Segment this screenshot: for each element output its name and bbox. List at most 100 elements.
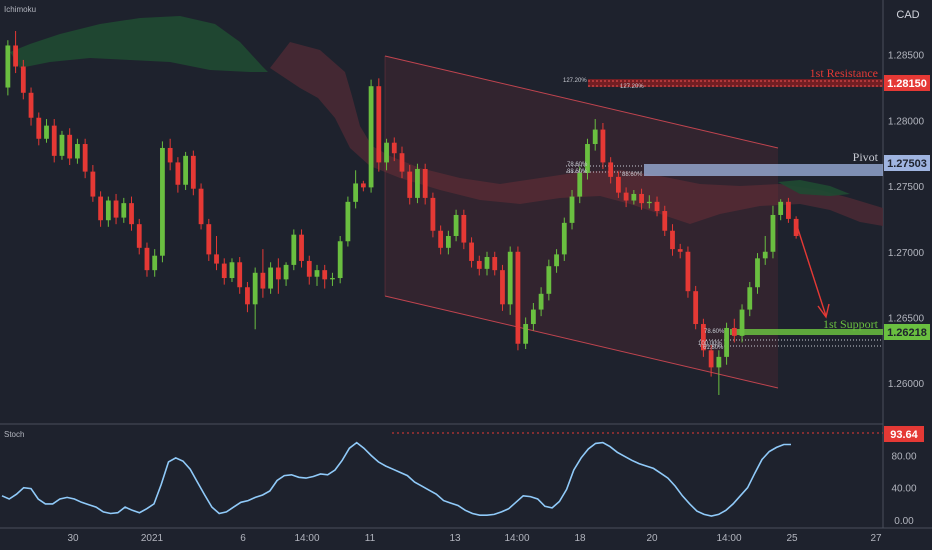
stoch-indicator-label[interactable]: Stoch (4, 430, 24, 439)
candle (724, 322, 729, 365)
candle (600, 122, 606, 169)
candle (221, 258, 227, 285)
candle-body (685, 251, 691, 292)
candle-body (167, 147, 173, 163)
candle (322, 264, 328, 289)
candle-body (36, 117, 42, 139)
candle-body (121, 203, 127, 218)
candle-body (136, 224, 142, 248)
candle-body (422, 168, 428, 198)
candle-body (98, 196, 103, 221)
candle (51, 119, 57, 163)
candle (569, 190, 575, 230)
candle (198, 183, 204, 230)
candle-body (175, 162, 181, 185)
candle-body (5, 45, 11, 88)
candle-body (260, 272, 266, 289)
candle (160, 141, 165, 263)
pivot-badge: 1.27503 (884, 155, 930, 171)
candle-body (384, 142, 389, 163)
candle-body (500, 270, 505, 305)
candle (337, 235, 343, 284)
time-tick-label: 27 (870, 533, 882, 544)
price-tick-label: 1.27500 (888, 182, 925, 193)
candle-body (190, 155, 196, 189)
candle-body (438, 230, 444, 248)
candle (121, 197, 127, 223)
price-axis[interactable]: 1.26000 1.26500 1.27000 1.27500 1.28000 1.285… (888, 51, 925, 390)
candle (360, 180, 366, 192)
stoch-tick-label: 0.00 (894, 516, 914, 527)
candle (13, 31, 18, 74)
candle (538, 287, 544, 317)
pivot-label: Pivot (853, 150, 879, 164)
candle-body (229, 262, 235, 279)
candle-body (670, 230, 675, 250)
candle (608, 157, 614, 184)
ichimoku-cloud-green (10, 16, 268, 72)
candle (701, 318, 706, 357)
candle-body (314, 270, 320, 277)
candle (90, 165, 96, 202)
candle (314, 264, 320, 286)
candle (693, 285, 699, 330)
time-tick-label: 20 (646, 533, 658, 544)
candle (105, 196, 111, 227)
candle (662, 205, 668, 236)
support-label: 1st Support (823, 317, 879, 331)
candle (136, 218, 142, 255)
candle-body (144, 247, 150, 271)
candle-body (693, 291, 699, 325)
candle (716, 350, 722, 395)
candle (353, 170, 359, 209)
time-tick-label: 11 (365, 533, 376, 544)
candle-body (770, 214, 776, 252)
candle-body (13, 45, 18, 67)
candle-body (569, 196, 575, 223)
candle-body (51, 125, 57, 156)
candle-body (639, 193, 644, 204)
candle (206, 218, 212, 261)
candle (391, 137, 397, 162)
time-axis[interactable]: 30 2021 6 14:00 11 13 14:00 18 20 14:00 25 27 (67, 533, 882, 544)
candle (639, 188, 644, 210)
candle-body (28, 92, 34, 118)
candle (492, 251, 498, 276)
candle (445, 230, 451, 255)
fib-label: 88.60% (622, 172, 643, 178)
candle-body (44, 125, 49, 139)
resistance-label: 1st Resistance (810, 66, 878, 80)
candle (384, 138, 389, 171)
candle-body (353, 183, 359, 202)
candle (778, 199, 784, 221)
candle (762, 235, 768, 265)
candle (376, 78, 382, 172)
currency-label: CAD (896, 9, 919, 21)
candle-body (484, 257, 490, 269)
time-tick-label: 25 (786, 533, 798, 544)
candle-body (623, 192, 629, 201)
price-tick-label: 1.27000 (888, 248, 925, 259)
candle-body (662, 211, 668, 231)
price-tick-label: 1.26000 (888, 379, 925, 390)
fib-label: 61.80% (703, 345, 724, 351)
stoch-axis[interactable]: 0.00 40.00 80.00 (891, 451, 916, 527)
candle (368, 79, 374, 193)
candle-body (739, 309, 745, 336)
candle-body (337, 241, 343, 279)
candle (623, 187, 629, 208)
candle-body (252, 272, 258, 305)
ichimoku-cloud-green-right (778, 180, 850, 196)
candle (646, 195, 652, 209)
candle-body (778, 201, 784, 215)
time-tick-label: 13 (449, 533, 461, 544)
candle (75, 138, 80, 164)
resistance-value: 1.28150 (887, 78, 927, 90)
candle (167, 138, 173, 171)
time-tick-label: 14:00 (504, 533, 529, 544)
candle (283, 262, 289, 286)
candle (739, 304, 745, 343)
ichimoku-indicator-label[interactable]: Ichimoku (4, 5, 36, 14)
candle-body (214, 254, 219, 264)
